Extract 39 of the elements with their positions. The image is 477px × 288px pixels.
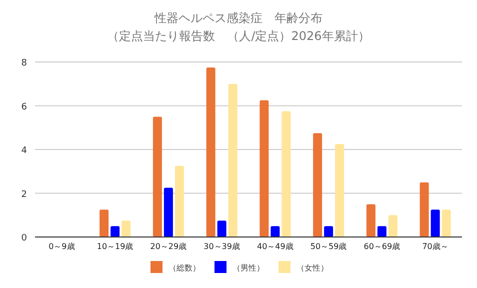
bar <box>164 188 173 237</box>
y-tick-label: 2 <box>21 190 27 200</box>
legend-label: （総数） <box>168 264 200 272</box>
bar <box>313 133 322 237</box>
x-tick-label: 40～49歳 <box>257 242 294 251</box>
bar <box>100 210 109 237</box>
bar <box>217 220 226 237</box>
chart-subtitle: （定点当たり報告数 （人/定点）2026年累計） <box>107 29 370 43</box>
bar <box>324 226 334 237</box>
bar <box>335 144 344 237</box>
bar <box>152 116 162 237</box>
chart-title: 性器ヘルペス感染症 年齢分布 <box>154 11 322 25</box>
legend-label: （男性） <box>232 264 264 272</box>
x-tick-label: 50～59歳 <box>310 242 347 251</box>
bar <box>122 220 131 237</box>
y-tick-label: 0 <box>21 234 28 244</box>
x-tick-label: 20～29歳 <box>150 242 187 251</box>
bar <box>366 204 376 237</box>
bar <box>260 100 269 237</box>
x-tick-label: 0～9歳 <box>48 242 75 251</box>
y-tick-label: 8 <box>21 58 28 68</box>
y-tick-label: 6 <box>21 102 28 112</box>
x-tick-label: 10～19歳 <box>96 242 134 251</box>
bar <box>174 166 184 237</box>
bar <box>282 111 291 237</box>
bar <box>442 210 451 237</box>
x-tick-label: 30～39歳 <box>204 242 240 251</box>
bar <box>430 210 440 237</box>
bar <box>206 67 216 237</box>
bar <box>377 226 386 237</box>
y-tick-label: 4 <box>21 146 28 156</box>
legend-label: （女性） <box>296 264 328 272</box>
bar <box>110 226 120 237</box>
bar <box>228 84 238 237</box>
x-tick-label: 70歳～ <box>422 242 448 251</box>
bar <box>270 226 280 237</box>
bar <box>420 182 429 237</box>
bar <box>388 215 398 237</box>
x-tick-label: 60～69歳 <box>364 242 400 251</box>
